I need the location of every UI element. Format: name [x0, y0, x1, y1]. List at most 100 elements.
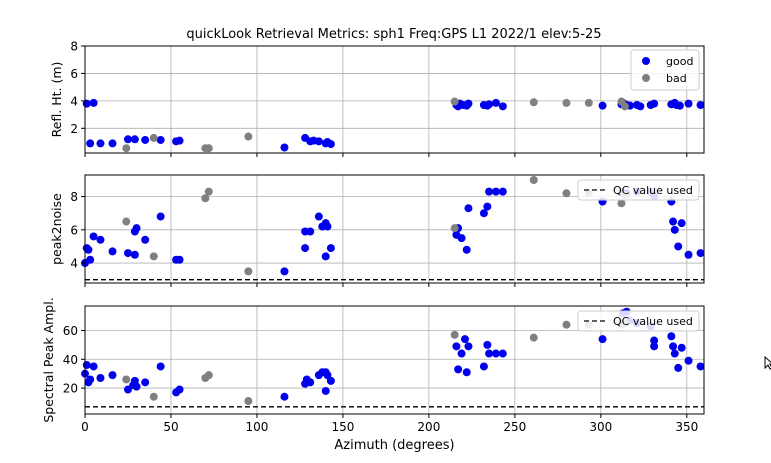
data-point	[450, 330, 459, 339]
data-point	[491, 98, 500, 107]
data-point	[464, 204, 473, 213]
data-point	[498, 187, 507, 196]
data-point	[141, 235, 150, 244]
data-point	[156, 135, 165, 144]
y-axis-label: Spectral Peak Ampl.	[41, 297, 56, 422]
data-point	[620, 102, 629, 111]
x-axis-label: Azimuth (degrees)	[334, 438, 454, 453]
plot-frame	[84, 45, 705, 154]
plot-frame	[84, 174, 705, 284]
data-point	[529, 98, 538, 107]
legend-label-bad: bad	[666, 72, 687, 85]
data-point	[86, 255, 95, 264]
data-point	[636, 102, 645, 111]
data-point	[204, 371, 213, 380]
data-point	[674, 242, 683, 251]
data-point	[323, 222, 332, 231]
data-point	[280, 143, 289, 152]
data-point	[650, 99, 659, 108]
data-point	[122, 217, 131, 226]
data-point	[529, 175, 538, 184]
data-point	[244, 132, 253, 141]
data-point	[562, 98, 571, 107]
data-point	[464, 99, 473, 108]
data-point	[479, 209, 488, 218]
y-tick-label: 8	[70, 190, 78, 204]
data-point	[321, 252, 330, 261]
data-point	[491, 187, 500, 196]
legend: QC value used	[577, 179, 700, 201]
x-tick-label: 150	[331, 420, 354, 434]
data-point	[123, 249, 132, 258]
legend-label-good: good	[666, 55, 693, 68]
x-tick-label: 300	[589, 420, 612, 434]
data-point	[314, 212, 323, 221]
data-point	[684, 356, 693, 365]
data-point	[670, 349, 679, 358]
series-bad	[122, 319, 629, 406]
panel-bottom: 20 40 60 0 50 100 150 200 250 300 350 Spectral Peak…	[41, 297, 705, 453]
figure-title: quickLook Retrieval Metrics: sph1 Freq:G…	[186, 27, 601, 42]
x-tick-label: 350	[675, 420, 698, 434]
data-point	[132, 382, 141, 391]
x-tick-label: 0	[81, 420, 89, 434]
data-point	[460, 335, 469, 344]
x-tick-label: 50	[163, 420, 178, 434]
data-point	[483, 202, 492, 211]
data-point	[464, 342, 473, 351]
data-point	[89, 98, 98, 107]
data-point	[617, 199, 626, 208]
data-point	[485, 187, 494, 196]
data-point	[669, 342, 678, 351]
data-point	[89, 232, 98, 241]
data-point	[326, 376, 335, 385]
series-good	[81, 187, 705, 276]
data-point	[321, 386, 330, 395]
data-point	[108, 139, 117, 148]
data-point	[598, 335, 607, 344]
series-good	[82, 98, 705, 152]
data-point	[450, 224, 459, 233]
data-point	[457, 349, 466, 358]
panel-middle: 4 6 8 peak2noise QC value used	[49, 174, 705, 287]
y-axis-label: Refl. Ht. (m)	[49, 62, 64, 138]
plot-frame	[84, 305, 705, 415]
y-tick-label: 4	[70, 257, 78, 271]
data-point	[650, 342, 659, 351]
data-point	[96, 139, 105, 148]
data-point	[130, 135, 139, 144]
y-tick-label: 8	[70, 40, 78, 54]
data-point	[301, 244, 310, 253]
data-point	[562, 320, 571, 329]
data-point	[677, 219, 686, 228]
data-point	[149, 392, 158, 401]
data-point	[452, 342, 461, 351]
data-point	[86, 375, 95, 384]
data-point	[675, 101, 684, 110]
data-point	[326, 140, 335, 149]
data-point	[280, 392, 289, 401]
data-point	[684, 250, 693, 259]
data-point	[462, 245, 471, 254]
data-point	[123, 135, 132, 144]
series-bad	[122, 175, 629, 276]
series-bad	[122, 97, 629, 153]
data-point	[244, 397, 253, 406]
legend-label-qc: QC value used	[613, 315, 693, 328]
legend: good bad	[630, 49, 700, 91]
data-point	[84, 245, 93, 254]
legend-box	[577, 179, 700, 201]
data-point	[598, 101, 607, 110]
legend-marker-bad	[642, 74, 650, 82]
panel-top: 2 4 6 8 Refl. Ht. (m) good bad	[49, 40, 705, 157]
data-point	[141, 378, 150, 387]
data-point	[306, 378, 315, 387]
data-point	[280, 267, 289, 276]
data-point	[650, 336, 659, 345]
data-point	[479, 362, 488, 371]
data-point	[204, 187, 213, 196]
data-point	[485, 100, 494, 109]
x-tick-label: 200	[417, 420, 440, 434]
legend-box	[577, 310, 700, 332]
